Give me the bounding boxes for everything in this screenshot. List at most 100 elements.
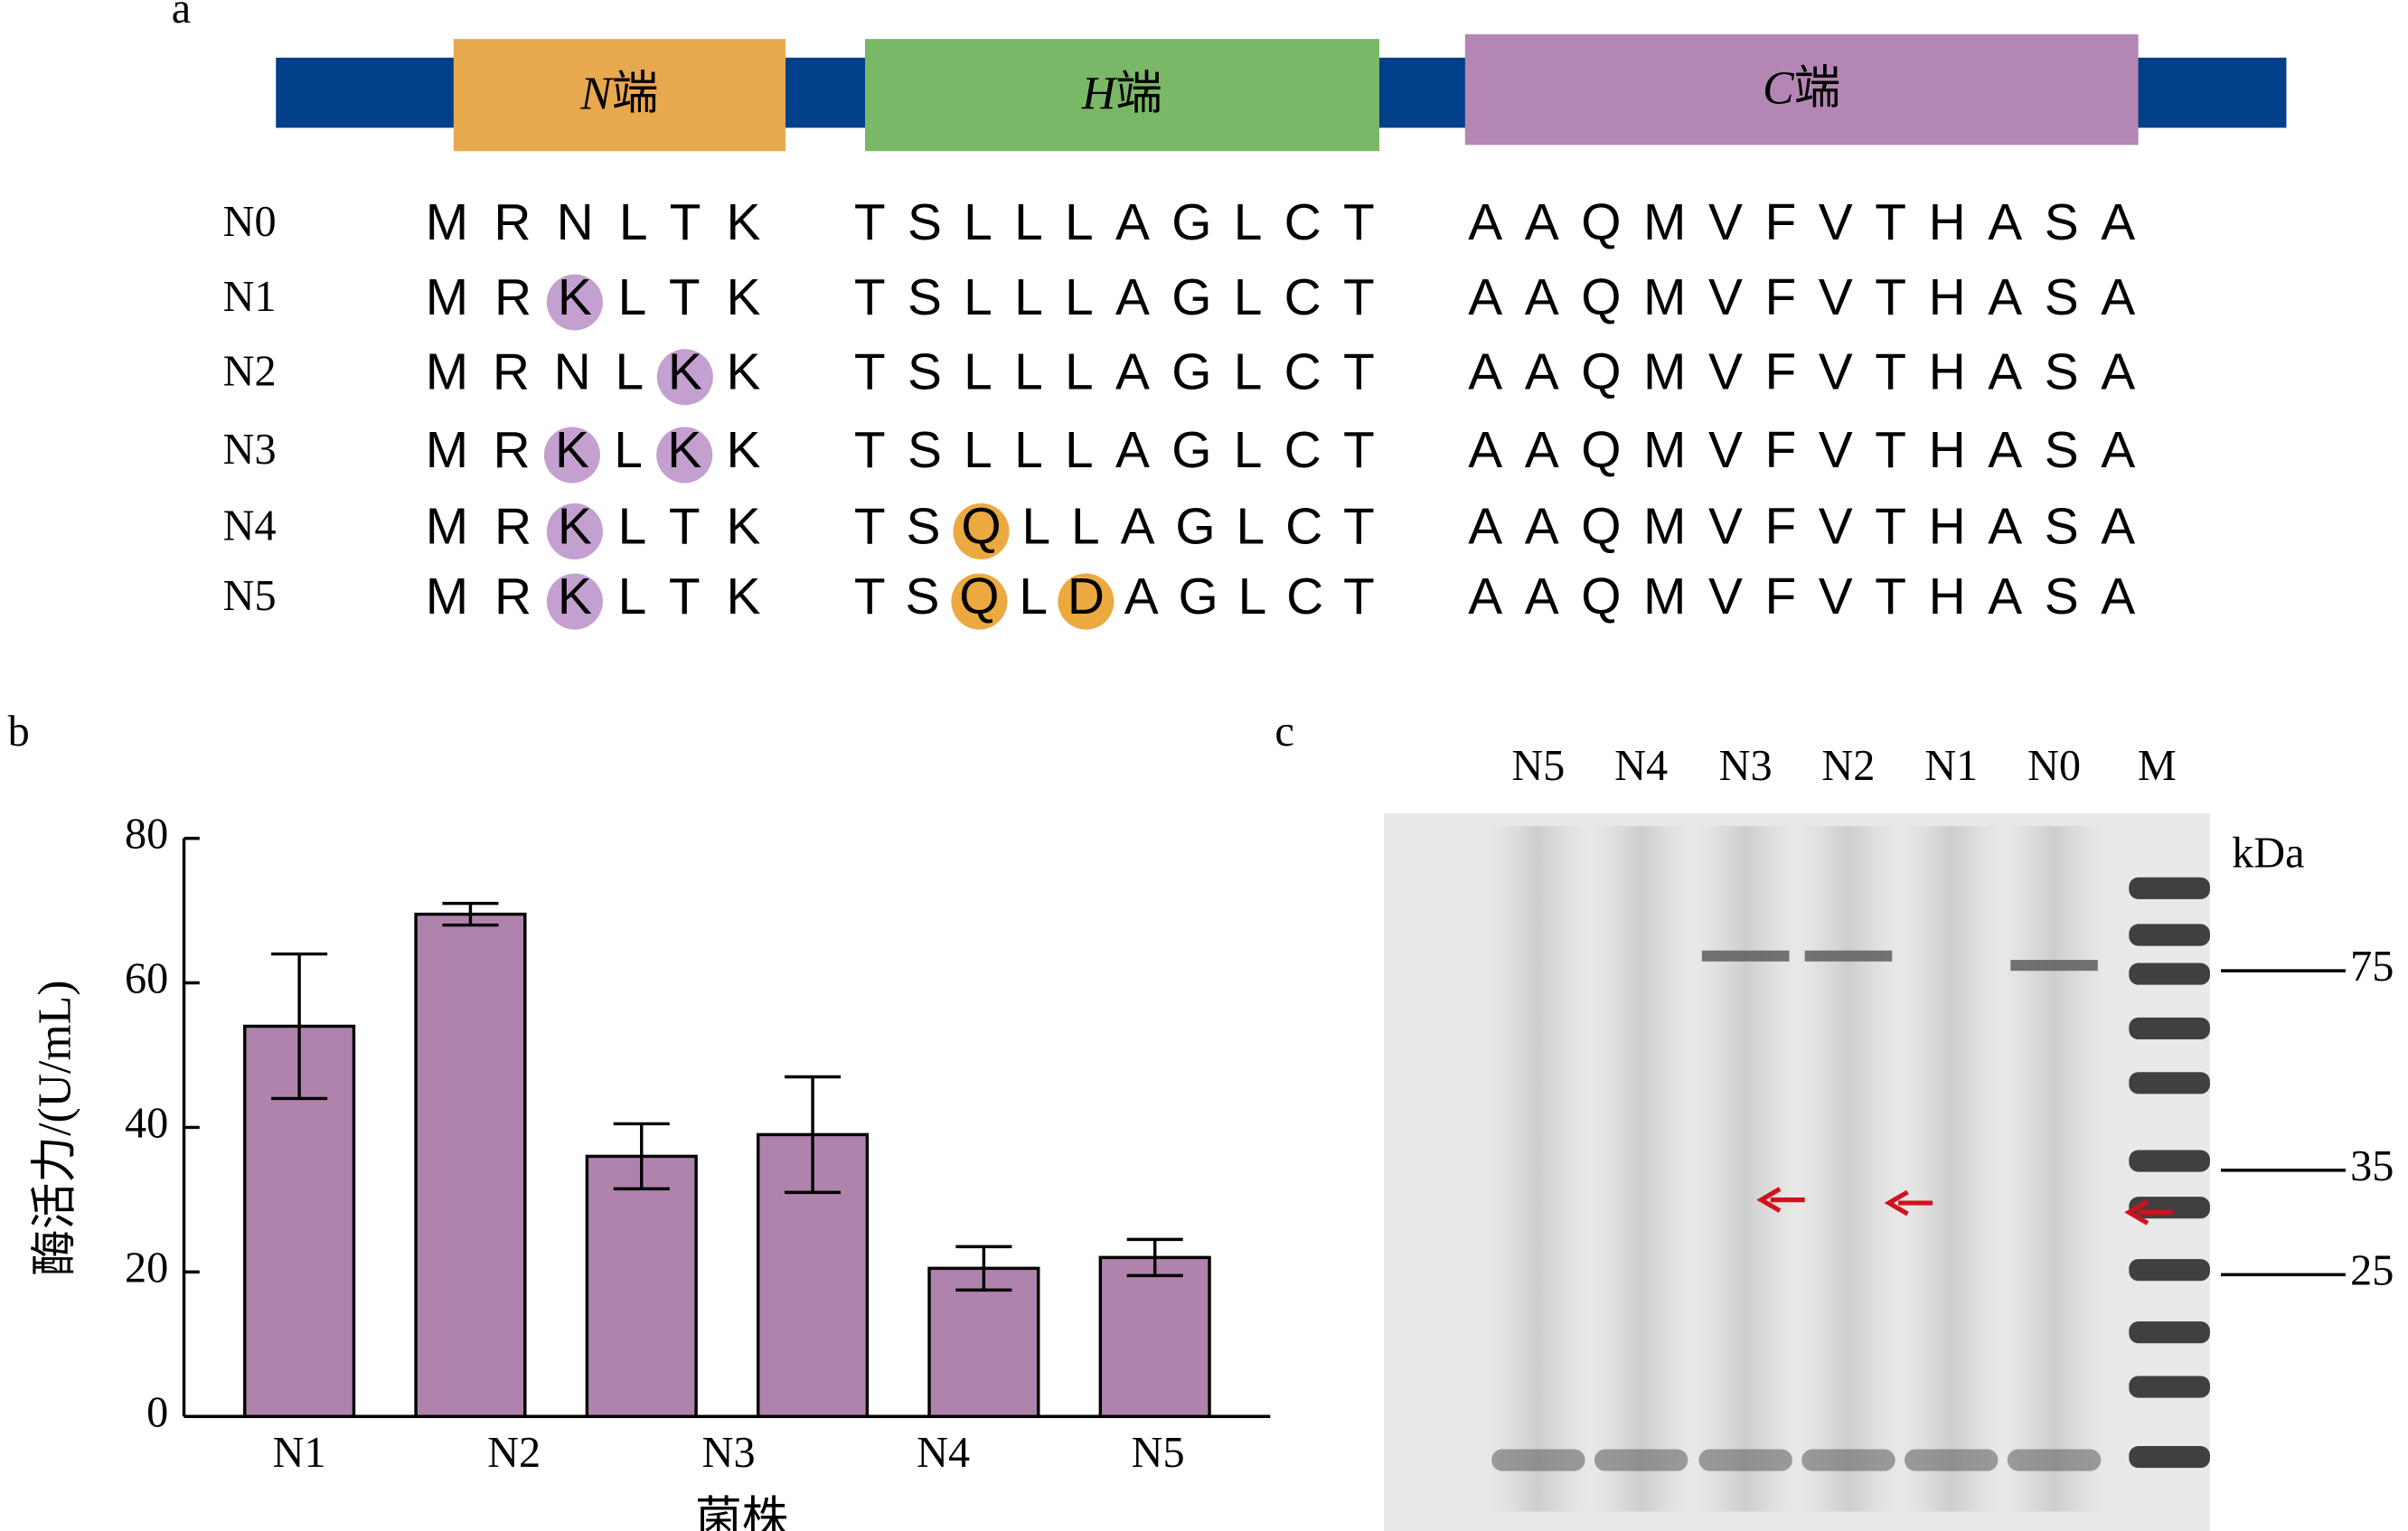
bar: [1098, 1255, 1211, 1418]
x-axis-label: 菌株: [695, 1494, 788, 1531]
panel-label: b: [8, 708, 30, 756]
band: [1491, 1449, 1585, 1471]
lane-label: N4: [1614, 742, 1668, 790]
y-tick-label: 0: [146, 1388, 168, 1436]
domain-label: C端: [1763, 62, 1840, 114]
marker-band: [2129, 1150, 2210, 1172]
sequence: TSLLLAGLCT: [854, 343, 1375, 401]
lane-label: M: [2138, 742, 2177, 790]
sequence: AAQMVFVTHASA: [1468, 497, 2135, 555]
gel: [1384, 813, 2210, 1531]
sequence: TSLLLAGLCT: [854, 193, 1375, 251]
lane-label: N1: [1924, 742, 1978, 790]
domain-box: [864, 39, 1379, 152]
y-tick-label: 60: [125, 955, 168, 1003]
domain-letter: H: [1081, 68, 1118, 119]
x-tick-label: N4: [917, 1429, 970, 1477]
marker-label: 35: [2350, 1142, 2394, 1190]
bar: [927, 1266, 1040, 1418]
sequence: TSLLLAGLCT: [854, 421, 1375, 479]
sequence: AAQMVFVTHASA: [1468, 193, 2135, 251]
bar: [414, 912, 527, 1418]
sequence: TSQLDAGLCT: [854, 568, 1375, 625]
lane: [1485, 825, 1592, 1512]
x-tick-label: N3: [702, 1429, 756, 1477]
arrow: [2124, 1199, 2173, 1226]
band: [1905, 1449, 1999, 1471]
marker-band: [2129, 877, 2210, 899]
domain-letter: C: [1763, 62, 1794, 114]
unit-label: kDa: [2232, 829, 2304, 877]
marker-band: [2129, 1321, 2210, 1344]
sequence: AAQMVFVTHASA: [1468, 421, 2135, 479]
band: [2010, 960, 2098, 972]
domain-box: [1464, 33, 2139, 146]
sequence: AAQMVFVTHASA: [1468, 268, 2135, 326]
marker-band: [2129, 1376, 2210, 1398]
strain-label: N3: [223, 426, 277, 474]
band: [2007, 1449, 2102, 1471]
strain-label: N2: [223, 348, 277, 396]
panel-label: a: [172, 0, 191, 33]
strain-label: N4: [223, 502, 277, 549]
marker-label: 75: [2350, 943, 2394, 991]
mutation-highlight: [951, 573, 1008, 630]
domain-label: H端: [1081, 68, 1162, 119]
mutation-highlight: [656, 427, 713, 484]
domain-box: [453, 39, 786, 152]
marker-band: [2129, 1017, 2210, 1040]
band: [1701, 950, 1790, 962]
sequence: MRNLTK: [426, 193, 761, 251]
domain-suffix: 端: [612, 68, 659, 119]
panel-label: c: [1275, 708, 1293, 756]
mutation-highlight: [546, 503, 603, 559]
lane: [2000, 825, 2108, 1512]
sequence: AAQMVFVTHASA: [1468, 343, 2135, 401]
lane-label: N0: [2027, 742, 2081, 790]
band: [1594, 1449, 1688, 1471]
domain-letter: N: [579, 68, 614, 119]
lane: [1692, 825, 1799, 1512]
domain-label: N端: [579, 68, 658, 119]
marker-band: [2129, 1259, 2210, 1282]
x-tick-label: N2: [487, 1429, 541, 1477]
sequence: AAQMVFVTHASA: [1468, 568, 2135, 625]
lane: [1588, 825, 1695, 1512]
strain-label: N0: [223, 198, 277, 246]
domain-suffix: 端: [1794, 62, 1841, 114]
x-tick-label: N5: [1132, 1429, 1185, 1477]
marker-band: [2129, 1446, 2210, 1469]
arrow: [1884, 1189, 1933, 1216]
y-axis-label: 酶活力/(U/mL): [29, 981, 80, 1277]
strain-label: N1: [223, 273, 277, 321]
mutation-highlight: [953, 503, 1010, 559]
band: [1804, 950, 1893, 962]
y-tick-label: 40: [125, 1100, 168, 1148]
lane-label: N5: [1511, 742, 1565, 790]
y-tick-label: 80: [125, 811, 168, 859]
y-tick-label: 20: [125, 1244, 168, 1291]
sequence: TSQLLAGLCT: [854, 497, 1375, 555]
mutation-highlight: [543, 427, 600, 484]
marker-label: 25: [2350, 1246, 2394, 1294]
bar: [585, 1154, 698, 1418]
marker-band: [2129, 924, 2210, 946]
band: [1801, 1449, 1895, 1471]
x-tick-label: N1: [273, 1429, 326, 1477]
lane-label: N3: [1719, 742, 1773, 790]
lane: [1795, 825, 1902, 1512]
lane: [1898, 825, 2005, 1512]
band: [1698, 1449, 1792, 1471]
arrow: [1756, 1187, 1805, 1213]
domain-suffix: 端: [1115, 68, 1162, 119]
mutation-highlight: [1058, 573, 1115, 630]
mutation-highlight: [656, 349, 713, 406]
strain-label: N5: [223, 572, 277, 620]
mutation-highlight: [546, 573, 603, 630]
sequence: TSLLLAGLCT: [854, 268, 1375, 326]
mutation-highlight: [546, 274, 603, 331]
marker-band: [2129, 963, 2210, 985]
marker-band: [2129, 1072, 2210, 1094]
lane-label: N2: [1821, 742, 1875, 790]
